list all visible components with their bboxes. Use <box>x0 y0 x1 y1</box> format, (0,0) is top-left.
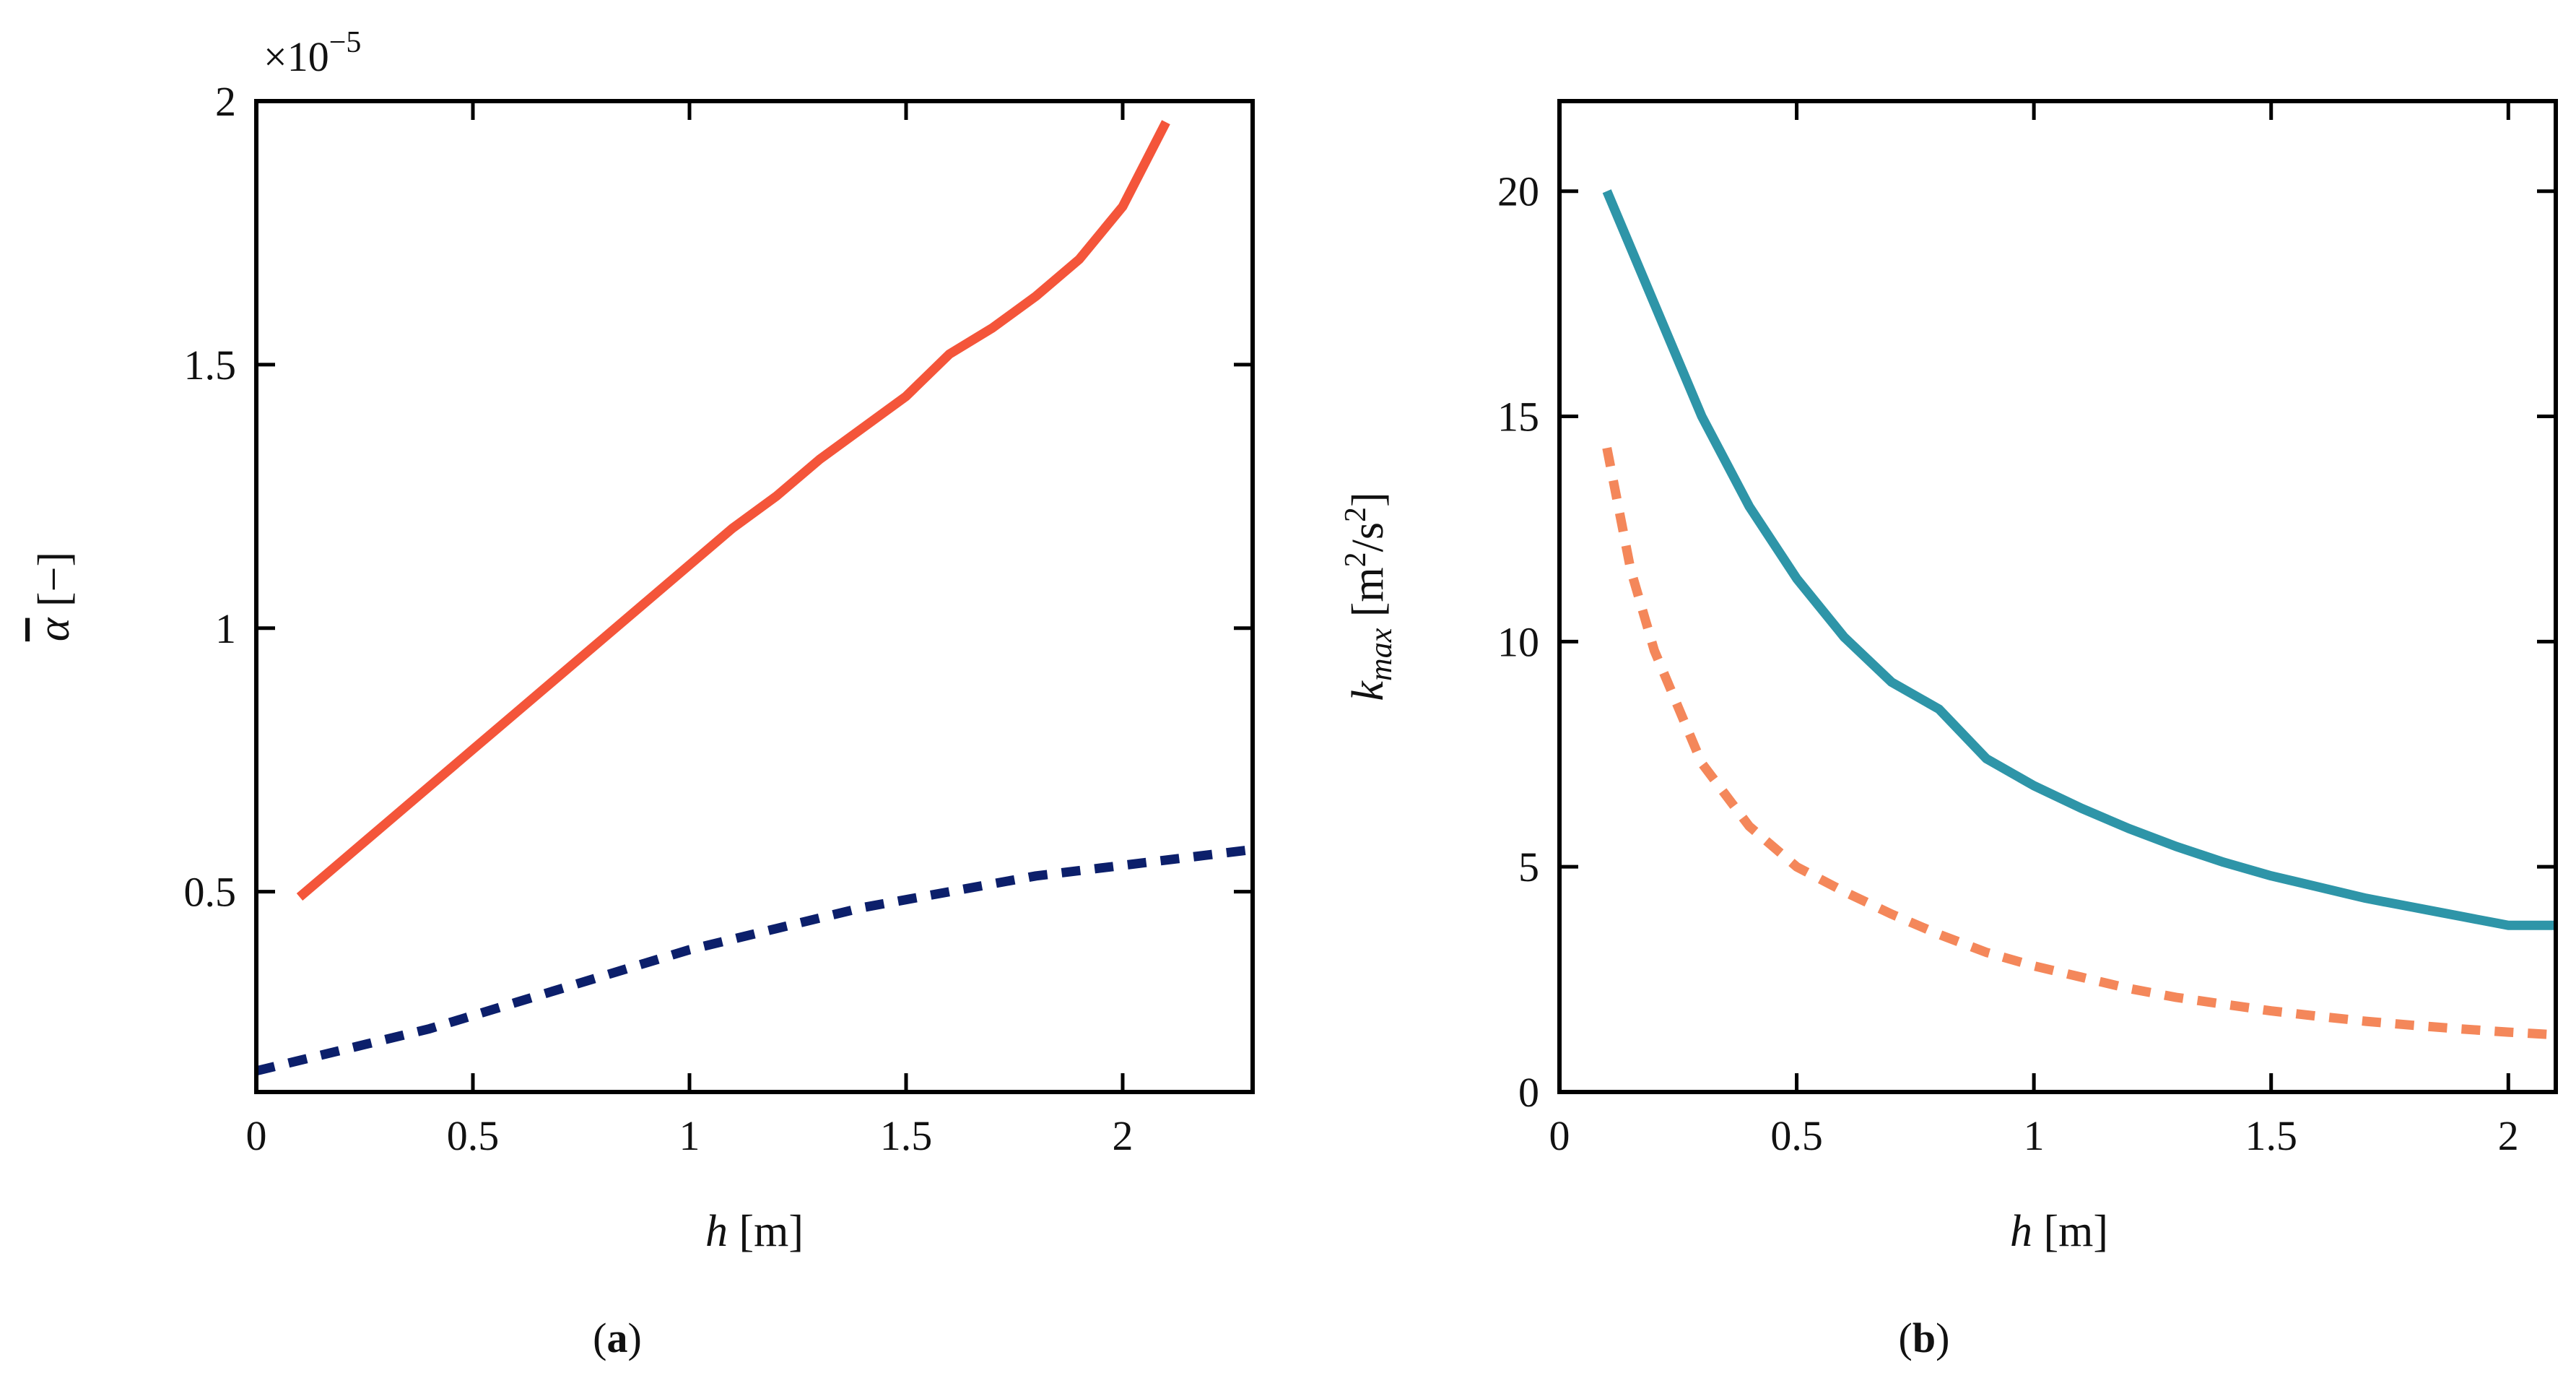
panel-b-series-1-line <box>1602 189 2556 930</box>
panel-a-y-axis-title: α [−] <box>30 552 79 641</box>
panel-a-x-tick-label: 0 <box>246 1112 267 1159</box>
panel-a-series-group <box>255 120 1253 1076</box>
panel-a-plot-frame <box>254 99 1255 1094</box>
panel-a-y-tick-label: 1 <box>215 605 236 652</box>
panel-a-x-tick-label: 1.5 <box>880 1112 933 1159</box>
panel-b-y-tick-label: 5 <box>1518 844 1539 890</box>
panel-b-x-tick-label: 2 <box>2498 1112 2519 1159</box>
panel-b-series-group <box>1602 189 2557 1040</box>
panel-a-chart: 0 0.5 1 1.5 2 0.5 1 1.5 2 ×10−5 h [m] α [−] (a) <box>30 26 1255 1361</box>
panel-b-y-tick-label: 10 <box>1497 618 1539 665</box>
panel-b-plot-frame <box>1557 99 2558 1094</box>
panel-a-y-tick-label: 2 <box>215 78 236 125</box>
panel-b-x-tick-label: 1 <box>2024 1112 2045 1159</box>
panel-b-x-tick-label: 0.5 <box>1770 1112 1823 1159</box>
panel-b-y-tick-label: 20 <box>1497 168 1539 215</box>
panel-a-x-tick-label: 0.5 <box>447 1112 500 1159</box>
panel-b-y-tick-label: 15 <box>1497 394 1539 441</box>
panel-a-x-axis-title: h [m] <box>705 1207 804 1256</box>
panel-a-caption: (a) <box>593 1314 642 1361</box>
panel-a-y-tick-label: 1.5 <box>184 342 237 389</box>
panel-b-caption: (b) <box>1899 1314 1950 1361</box>
panel-b-y-axis-title: kmax [m2/s2] <box>1339 492 1398 701</box>
panel-b-series-2-line <box>1602 446 2557 1040</box>
panel-a-x-tick-label: 2 <box>1113 1112 1133 1159</box>
panel-a-y-multiplier: ×10−5 <box>264 26 361 80</box>
panel-a-series-2-line <box>255 844 1253 1076</box>
panel-b-y-tick-label: 0 <box>1518 1069 1539 1116</box>
panel-b-x-tick-label: 1.5 <box>2245 1112 2297 1159</box>
panel-a-series-1-line <box>296 120 1170 901</box>
panel-a-x-tick-label: 1 <box>679 1112 700 1159</box>
panel-b-x-axis-title: h [m] <box>2010 1207 2108 1256</box>
panel-b-x-tick-label: 0 <box>1549 1112 1570 1159</box>
panel-a-ticks: 0 0.5 1 1.5 2 0.5 1 1.5 2 <box>184 78 1253 1159</box>
panel-a-y-tick-label: 0.5 <box>184 869 237 916</box>
